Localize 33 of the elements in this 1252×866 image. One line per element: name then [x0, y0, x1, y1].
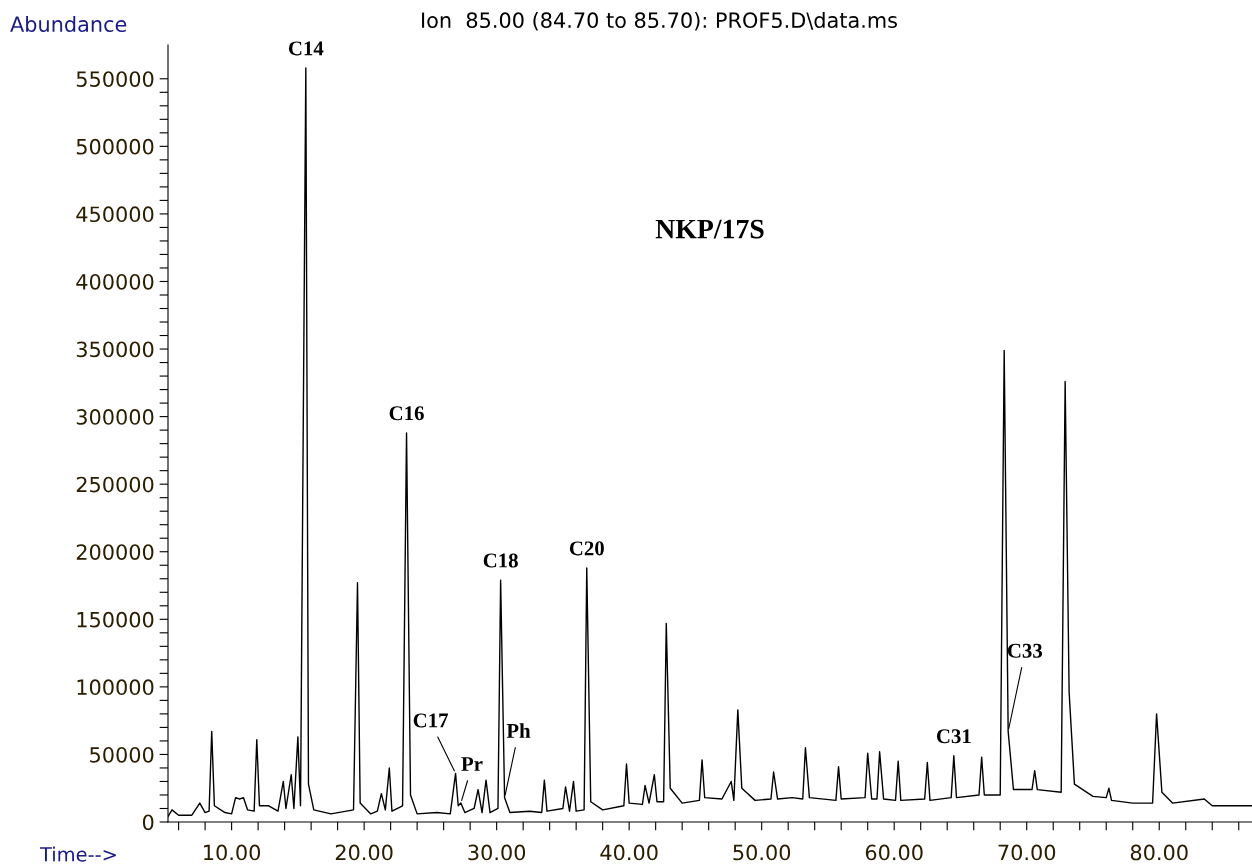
y-tick-label: 100000 — [77, 679, 154, 696]
x-tick-label: 70.00 — [998, 844, 1056, 861]
x-tick-label: 40.00 — [600, 844, 658, 861]
y-tick-label: 300000 — [76, 409, 154, 425]
annotation: C18 — [483, 553, 518, 568]
y-tick-label: 350000 — [76, 341, 154, 358]
y-tick-label: 500000 — [76, 138, 154, 155]
annotation: C33 — [1007, 643, 1043, 658]
annotation: NKP/17S — [655, 219, 764, 239]
x-tick-label: 10.00 — [204, 844, 261, 861]
annotation: Ph — [506, 723, 531, 738]
x-axis-title: Time--> — [39, 846, 116, 862]
x-tick-label: 50.00 — [733, 844, 791, 861]
annotation: C16 — [389, 406, 424, 421]
y-tick-label: 250000 — [76, 476, 154, 493]
y-tick-label: 450000 — [76, 206, 154, 223]
annotation: C14 — [288, 41, 324, 56]
annotation: Pr — [461, 757, 483, 771]
x-tick-label: 60.00 — [865, 844, 923, 861]
y-tick-label: 150000 — [77, 611, 154, 628]
y-tick-label: 400000 — [76, 273, 154, 290]
annotation: C31 — [936, 729, 971, 744]
annotation: C17 — [413, 713, 448, 728]
chart-title: Ion 85.00 (84.70 to 85.70): PROF5.D\data.ms — [422, 11, 897, 31]
x-tick-label: 80.00 — [1130, 844, 1188, 861]
y-tick-label: 50000 — [90, 746, 154, 763]
x-tick-label: 20.00 — [335, 844, 393, 861]
y-axis-title: Abundance — [10, 15, 127, 33]
x-tick-label: 30.00 — [468, 844, 526, 861]
annotation: C20 — [569, 541, 604, 556]
y-tick-label: 550000 — [76, 71, 154, 87]
y-tick-label: 200000 — [76, 544, 154, 560]
y-tick-label: 0 — [142, 814, 154, 831]
